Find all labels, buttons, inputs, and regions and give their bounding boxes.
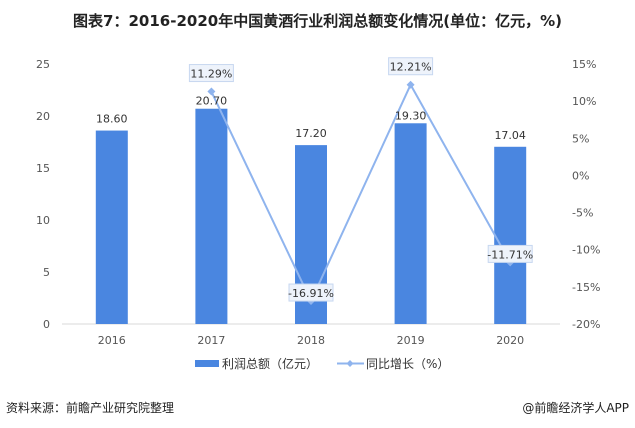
- left-tick-label: 15: [36, 162, 50, 175]
- chart-title: 图表7：2016-2020年中国黄酒行业利润总额变化情况(单位：亿元，%): [73, 12, 562, 30]
- bar: [394, 123, 427, 324]
- x-tick-label: 2020: [496, 334, 524, 347]
- growth-label-box: [288, 283, 334, 302]
- growth-data-label: -16.91%: [288, 287, 334, 300]
- growth-data-label: -11.71%: [487, 248, 533, 261]
- right-tick-label: 5%: [572, 132, 589, 145]
- x-tick-label: 2019: [397, 334, 425, 347]
- x-tick-label: 2018: [297, 334, 325, 347]
- brand-note: @前瞻经济学人APP: [522, 401, 629, 415]
- left-tick-label: 25: [36, 58, 50, 71]
- right-tick-label: 0%: [572, 169, 589, 182]
- bar-data-label: 18.60: [96, 113, 128, 126]
- bar: [95, 130, 128, 324]
- legend-bar-swatch: [195, 360, 219, 367]
- bar: [494, 146, 527, 324]
- growth-point: [406, 80, 415, 89]
- right-tick-label: 15%: [572, 58, 596, 71]
- bar-data-label: 17.20: [295, 127, 327, 140]
- source-note: 资料来源：前瞻产业研究院整理: [6, 401, 175, 415]
- growth-label-box: [388, 57, 434, 76]
- legend-bar-label: 利润总额（亿元）: [222, 356, 318, 371]
- growth-data-label: 11.29%: [190, 68, 232, 81]
- x-tick-label: 2016: [98, 334, 126, 347]
- growth-data-label: 12.21%: [390, 61, 432, 74]
- growth-point: [207, 87, 216, 96]
- legend-line-label: 同比增长（%）: [366, 357, 449, 371]
- left-tick-label: 20: [36, 110, 50, 123]
- bar-data-label: 17.04: [494, 129, 526, 142]
- legend-line-marker: [346, 360, 354, 367]
- growth-label-box: [188, 64, 234, 83]
- right-tick-label: 10%: [572, 95, 596, 108]
- growth-line: [210, 82, 512, 304]
- left-tick-label: 10: [36, 214, 50, 227]
- right-tick-label: -20%: [572, 318, 600, 331]
- right-tick-label: -15%: [572, 281, 600, 294]
- bar-data-label: 19.30: [395, 109, 427, 122]
- growth-label-box: [487, 244, 533, 263]
- left-tick-label: 0: [43, 318, 50, 331]
- left-tick-label: 5: [43, 266, 50, 279]
- x-tick-label: 2017: [197, 334, 225, 347]
- bar-data-label: 20.70: [196, 95, 228, 108]
- right-tick-label: -10%: [572, 244, 600, 257]
- right-tick-label: -5%: [572, 207, 593, 220]
- bar: [195, 108, 228, 324]
